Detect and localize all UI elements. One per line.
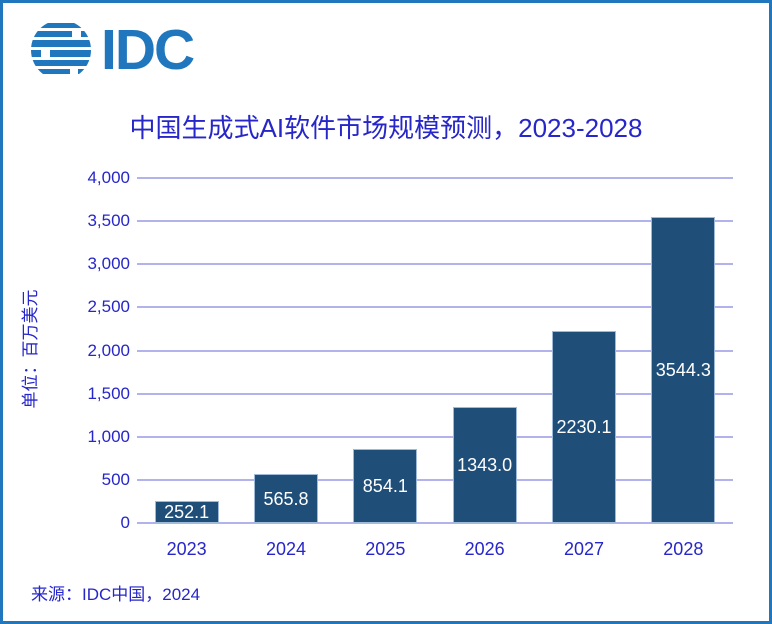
y-tick-label: 4,000: [87, 168, 130, 187]
gridline-1000: [137, 435, 733, 438]
idc-logo: IDC: [30, 18, 195, 82]
plot-area: 252.1 565.8 854.1 1343.0 2230.1 3544.3: [137, 177, 733, 524]
bar-2024: 565.8: [254, 474, 318, 523]
gridline-500: [137, 478, 733, 481]
bar-2025: 854.1: [353, 449, 418, 523]
bar-value-label: 1343.0: [457, 455, 513, 476]
y-tick-label: 2,500: [87, 297, 130, 317]
bar-value-label: 252.1: [164, 502, 210, 523]
gridline-2000: [137, 349, 733, 352]
bar-value-label: 3544.3: [655, 360, 711, 381]
bar-2027: 2230.1: [552, 330, 616, 523]
bar-value-label: 2230.1: [556, 416, 612, 437]
bar-value-label: 565.8: [263, 488, 309, 509]
y-tick-label: 2,000: [87, 340, 130, 360]
chart-title: 中国生成式AI软件市场规模预测，2023-2028: [129, 113, 643, 143]
x-tick-label-2025: 2025: [365, 539, 406, 559]
x-tick-label-2026: 2026: [464, 539, 505, 559]
source-note: 来源：IDC中国，2024: [31, 585, 201, 604]
y-tick-label: 3,000: [87, 254, 130, 274]
y-tick-label: 1,000: [87, 426, 130, 446]
idc-globe-icon: [31, 20, 91, 80]
x-tick-label-2023: 2023: [166, 539, 207, 559]
y-tick-label: 500: [101, 469, 130, 489]
x-tick-label-2027: 2027: [563, 539, 605, 559]
x-tick-label-2028: 2028: [663, 539, 704, 559]
y-tick-label: 1,500: [87, 383, 130, 403]
bar-2028: 3544.3: [651, 217, 716, 523]
bar-2026: 1343.0: [452, 407, 517, 523]
y-tick-label: 0: [120, 513, 130, 532]
y-tick-label: 3,500: [87, 211, 130, 231]
bar-value-label: 854.1: [362, 476, 408, 497]
gridline-2500: [137, 306, 733, 309]
x-tick-label-2024: 2024: [265, 539, 307, 559]
gridline-4000: [137, 177, 733, 179]
gridline-0: [137, 522, 733, 524]
bar-2023: 252.1: [154, 501, 219, 523]
gridline-3500: [137, 220, 733, 223]
y-axis-tick-labels: 0 500 1,000 1,500 2,000 2,500 3,000 3,500 4,000: [40, 168, 130, 532]
idc-logo-text: IDC: [101, 18, 195, 82]
gridline-1500: [137, 392, 733, 395]
gridline-3000: [137, 263, 733, 266]
x-axis-tick-labels: 2023 2024 2025 2026 2027 2028: [137, 537, 733, 561]
